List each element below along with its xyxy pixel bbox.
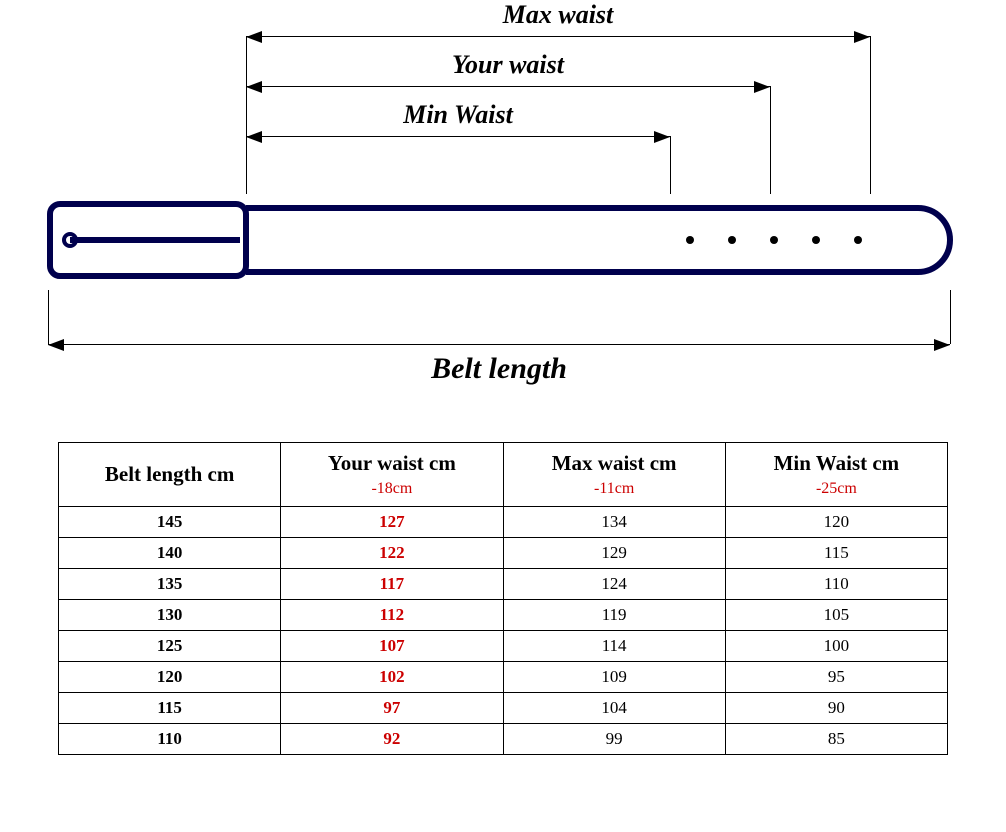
table-cell: 85 <box>725 724 947 755</box>
table-cell: 115 <box>725 538 947 569</box>
table-cell: 145 <box>59 507 281 538</box>
table-row: 140122129115 <box>59 538 948 569</box>
table-header-sub: -11cm <box>510 479 719 498</box>
extline-buckle <box>246 36 247 194</box>
table-cell: 115 <box>59 693 281 724</box>
belt-drawing <box>0 190 1006 310</box>
table-cell: 119 <box>503 600 725 631</box>
table-cell: 140 <box>59 538 281 569</box>
table-header-row: Belt length cm Your waist cm -18cm Max wais… <box>59 443 948 507</box>
table-cell: 110 <box>59 724 281 755</box>
table-row: 1159710490 <box>59 693 948 724</box>
table-cell: 110 <box>725 569 947 600</box>
belt-diagram: Max waist Your waist Min Waist Belt leng… <box>0 0 1006 400</box>
label-max-waist: Max waist <box>246 0 870 30</box>
table-cell: 107 <box>281 631 503 662</box>
table-cell: 100 <box>725 631 947 662</box>
table-cell: 120 <box>725 507 947 538</box>
dimline-belt-length <box>48 344 950 345</box>
label-your-waist: Your waist <box>246 50 770 80</box>
dimline-min-waist <box>246 136 670 137</box>
table-header: Belt length cm <box>59 443 281 507</box>
table-cell: 134 <box>503 507 725 538</box>
table-cell: 130 <box>59 600 281 631</box>
table-header-text: Belt length cm <box>105 462 234 486</box>
extline-min <box>670 136 671 194</box>
label-min-waist: Min Waist <box>246 100 670 130</box>
table-cell: 124 <box>503 569 725 600</box>
table-cell: 125 <box>59 631 281 662</box>
table-header-sub: -25cm <box>732 479 941 498</box>
table-cell: 122 <box>281 538 503 569</box>
table-header-text: Your waist cm <box>328 451 456 475</box>
table-header-text: Min Waist cm <box>774 451 900 475</box>
table-cell: 102 <box>281 662 503 693</box>
extline-belt-right <box>950 290 951 344</box>
table-cell: 112 <box>281 600 503 631</box>
extline-belt-left <box>48 290 49 344</box>
extline-max <box>870 36 871 194</box>
table-row: 110929985 <box>59 724 948 755</box>
table-cell: 97 <box>281 693 503 724</box>
table-row: 145127134120 <box>59 507 948 538</box>
table-cell: 120 <box>59 662 281 693</box>
table-header-sub: -18cm <box>287 479 496 498</box>
size-table: Belt length cm Your waist cm -18cm Max wais… <box>58 442 948 755</box>
table-header: Min Waist cm -25cm <box>725 443 947 507</box>
table-cell: 117 <box>281 569 503 600</box>
table-cell: 127 <box>281 507 503 538</box>
table-cell: 105 <box>725 600 947 631</box>
table-cell: 92 <box>281 724 503 755</box>
table-cell: 99 <box>503 724 725 755</box>
table-row: 130112119105 <box>59 600 948 631</box>
size-table-wrap: Belt length cm Your waist cm -18cm Max wais… <box>58 442 948 755</box>
extline-your <box>770 86 771 194</box>
table-cell: 109 <box>503 662 725 693</box>
table-header-text: Max waist cm <box>552 451 677 475</box>
table-row: 12010210995 <box>59 662 948 693</box>
table-body: 1451271341201401221291151351171241101301… <box>59 507 948 755</box>
table-header: Max waist cm -11cm <box>503 443 725 507</box>
table-cell: 104 <box>503 693 725 724</box>
dimline-your-waist <box>246 86 770 87</box>
dimline-max-waist <box>246 36 870 37</box>
table-cell: 114 <box>503 631 725 662</box>
table-cell: 129 <box>503 538 725 569</box>
table-cell: 95 <box>725 662 947 693</box>
table-row: 135117124110 <box>59 569 948 600</box>
table-cell: 90 <box>725 693 947 724</box>
table-header: Your waist cm -18cm <box>281 443 503 507</box>
table-row: 125107114100 <box>59 631 948 662</box>
label-belt-length: Belt length <box>48 352 950 386</box>
table-cell: 135 <box>59 569 281 600</box>
